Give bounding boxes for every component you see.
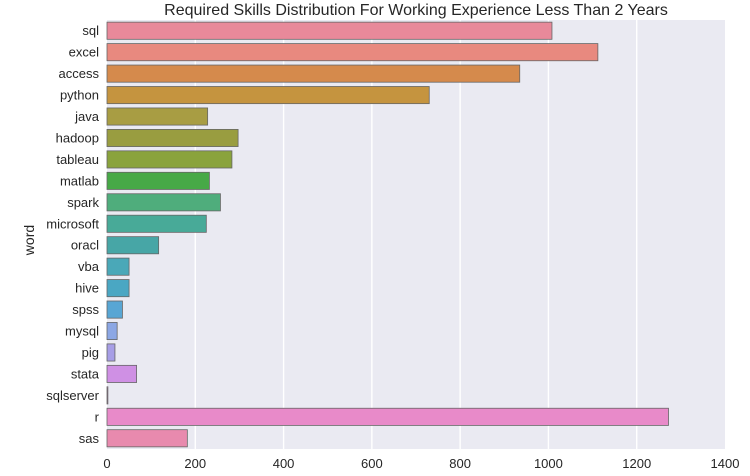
bar-hive [106, 279, 130, 298]
x-tick-label: 0 [103, 456, 110, 471]
bar-spark [106, 193, 221, 212]
bar-vba [106, 257, 130, 276]
y-tick-label: sql [82, 23, 99, 38]
bar-stata [106, 364, 137, 383]
x-tick-label: 600 [361, 456, 383, 471]
bar-python [106, 86, 430, 105]
bar-spss [106, 300, 123, 319]
y-tick-label: spark [67, 195, 99, 210]
y-tick-labels: sql excel access python java hadoop tableau mat… [46, 23, 100, 446]
bar-sas [106, 429, 188, 448]
y-tick-label: tableau [56, 152, 99, 167]
bar-tableau [106, 150, 233, 169]
y-tick-label: python [60, 88, 99, 103]
y-tick-label: r [95, 409, 100, 424]
y-tick-label: hive [75, 281, 99, 296]
plot-background [107, 20, 725, 449]
y-tick-label: stata [71, 366, 100, 381]
y-tick-label: access [59, 66, 100, 81]
bar-excel [106, 43, 599, 62]
bars [106, 21, 669, 448]
bar-pig [106, 343, 116, 362]
y-tick-label: vba [78, 259, 100, 274]
bar-hadoop [106, 128, 239, 147]
bar-matlab [106, 171, 210, 190]
bar-java [106, 107, 209, 126]
y-tick-label: sas [79, 431, 100, 446]
y-tick-label: oracl [71, 238, 99, 253]
y-tick-label: pig [82, 345, 99, 360]
chart-title: Required Skills Distribution For Working… [164, 2, 668, 19]
x-tick-label: 800 [449, 456, 471, 471]
y-tick-label: sqlserver [46, 388, 99, 403]
y-tick-label: microsoft [46, 216, 99, 231]
y-axis-label: word [21, 225, 37, 256]
y-tick-label: java [74, 109, 100, 124]
x-tick-label: 200 [184, 456, 206, 471]
bar-r [106, 407, 669, 426]
x-tick-label: 1400 [711, 456, 740, 471]
y-tick-label: spss [72, 302, 99, 317]
x-tick-labels: 0 200 400 600 800 1000 1200 1400 [103, 456, 739, 471]
bar-sql [106, 21, 553, 40]
y-tick-label: mysql [65, 324, 99, 339]
bar-oracl [106, 236, 160, 255]
y-tick-label: matlab [60, 173, 99, 188]
bar-microsoft [106, 214, 207, 233]
x-tick-label: 400 [273, 456, 295, 471]
x-tick-label: 1000 [534, 456, 563, 471]
y-tick-label: excel [69, 45, 99, 60]
x-tick-label: 1200 [622, 456, 651, 471]
bar-sqlserver [106, 386, 109, 405]
bar-access [106, 64, 521, 83]
bar-mysql [106, 322, 118, 341]
y-tick-label: hadoop [56, 130, 99, 145]
